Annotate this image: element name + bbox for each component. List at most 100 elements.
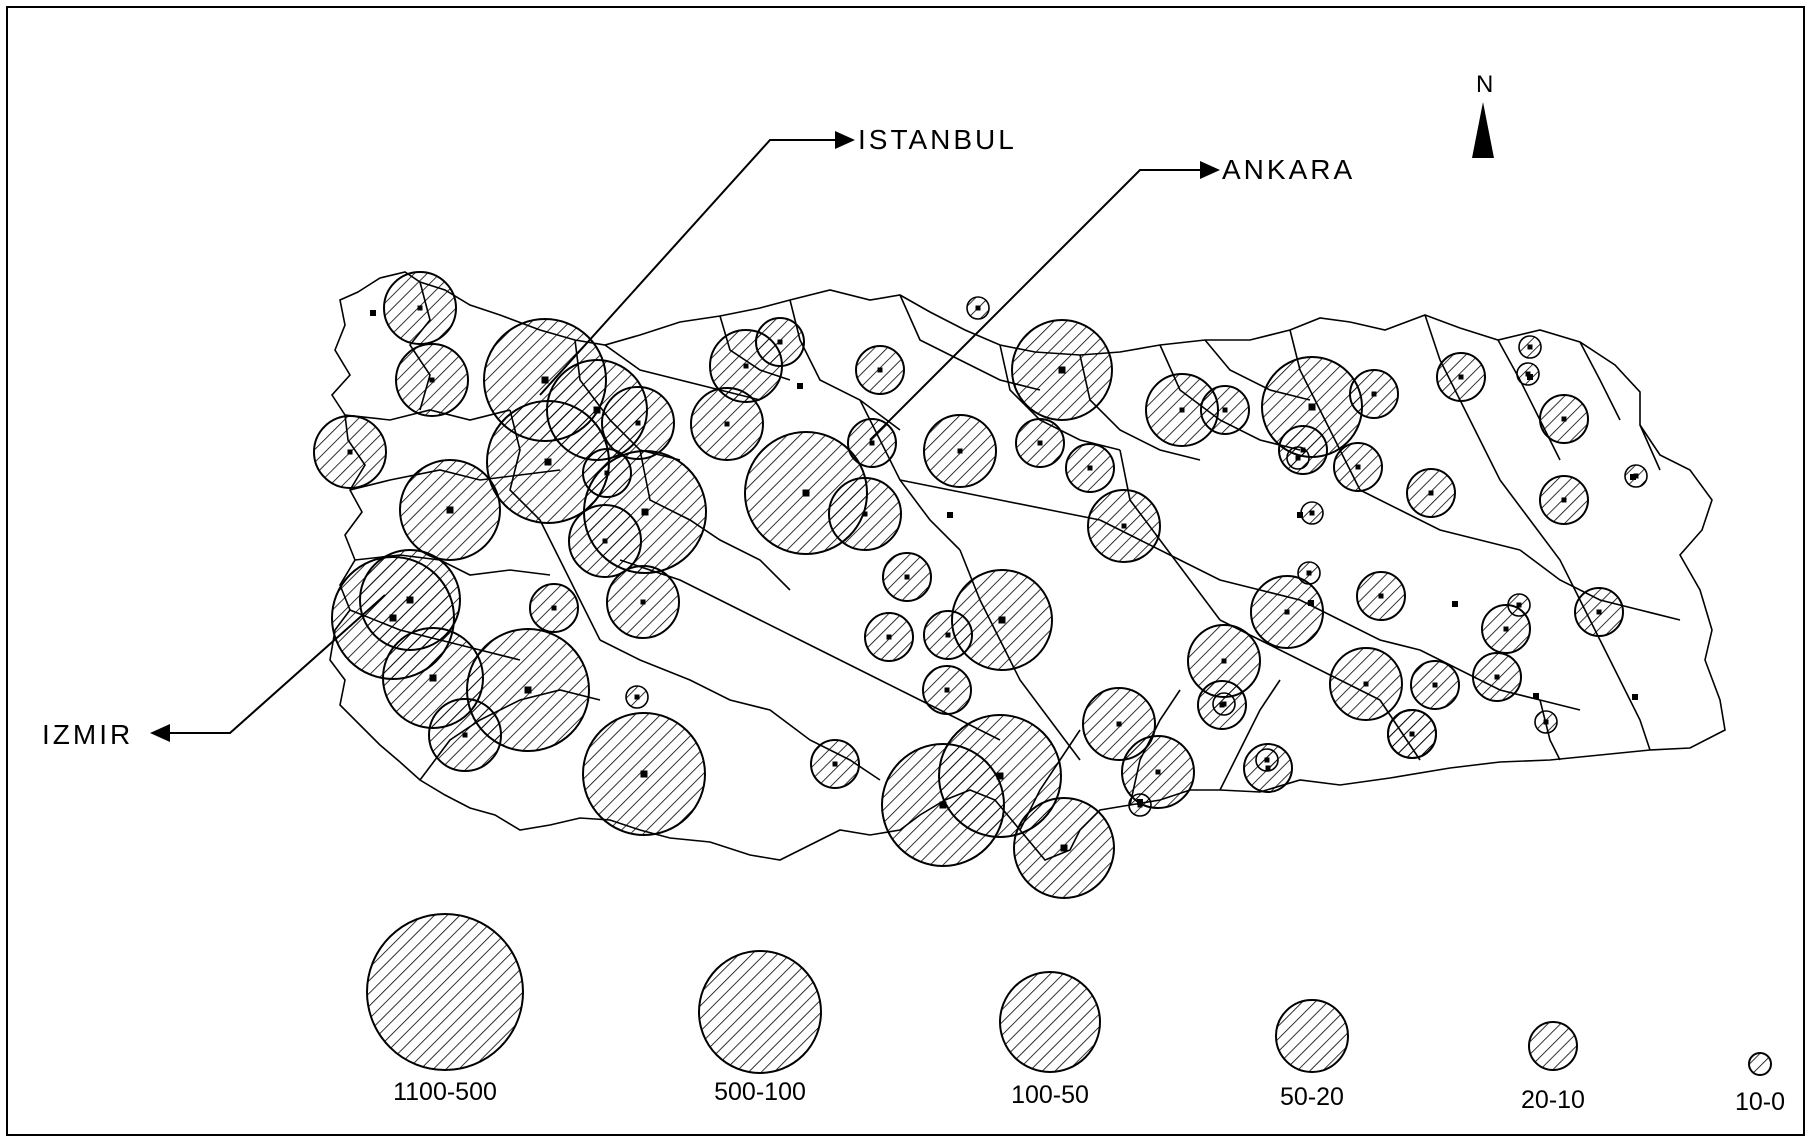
province-center-dot bbox=[593, 406, 601, 414]
province-center-dot bbox=[406, 596, 414, 604]
legend-symbol-50-20 bbox=[1275, 999, 1349, 1073]
province-center-dot bbox=[1355, 464, 1361, 470]
province-center-dot bbox=[1561, 497, 1567, 503]
province-center-dot bbox=[998, 616, 1006, 624]
legend-label-50-20: 50-20 bbox=[1280, 1083, 1344, 1111]
province-center-dot bbox=[1561, 416, 1567, 422]
province-center-dot bbox=[1503, 626, 1509, 632]
province-center-dot bbox=[1308, 403, 1316, 411]
province-center-dot bbox=[462, 732, 468, 738]
legend-symbol-20-10 bbox=[1528, 1021, 1578, 1071]
province-center-dot bbox=[957, 448, 963, 454]
province-center-dot bbox=[777, 339, 783, 345]
legend-label-100-50: 100-50 bbox=[1011, 1081, 1089, 1109]
province-center-dot bbox=[1527, 374, 1533, 380]
legend-symbol-10-0 bbox=[1748, 1052, 1772, 1076]
province-center-dot bbox=[1037, 440, 1043, 446]
legend-symbol-1100-500 bbox=[366, 913, 524, 1071]
legend-label-20-10: 20-10 bbox=[1521, 1086, 1585, 1114]
province-center-dot bbox=[602, 538, 608, 544]
legend-symbol-100-50 bbox=[999, 971, 1101, 1073]
callout-istanbul: ISTANBUL bbox=[539, 124, 1014, 396]
province-center-dot bbox=[634, 694, 640, 700]
province-center-dot bbox=[1308, 600, 1314, 606]
province-center-dot bbox=[1494, 674, 1500, 680]
province-center-dot bbox=[1452, 601, 1458, 607]
province-center-dot bbox=[1060, 844, 1068, 852]
province-center-dot bbox=[1222, 407, 1228, 413]
province-center-dot bbox=[1630, 474, 1636, 480]
province-center-dot bbox=[446, 506, 454, 514]
province-center-dot bbox=[1306, 570, 1312, 576]
province-center-dot bbox=[1264, 757, 1270, 763]
province-center-dot bbox=[886, 634, 892, 640]
province-center-dot bbox=[1058, 366, 1066, 374]
province-center-dot bbox=[947, 512, 953, 518]
north-label: N bbox=[1476, 71, 1493, 98]
province-center-dot bbox=[1632, 694, 1638, 700]
callout-ankara: ANKARA bbox=[869, 154, 1355, 441]
province-center-dot bbox=[429, 674, 437, 682]
legend-symbol-500-100 bbox=[698, 950, 822, 1074]
province-center-dot bbox=[945, 632, 951, 638]
province-center-dot bbox=[370, 310, 376, 316]
north-arrow-icon bbox=[1472, 102, 1494, 158]
province-center-dot bbox=[347, 449, 353, 455]
province-center-dot bbox=[1221, 701, 1227, 707]
province-center-dot bbox=[1409, 731, 1415, 737]
legend-label-1100-500: 1100-500 bbox=[393, 1078, 497, 1106]
province-center-dot bbox=[541, 376, 549, 384]
province-center-dot bbox=[429, 377, 435, 383]
province-center-dot bbox=[417, 305, 423, 311]
province-center-dot bbox=[975, 305, 981, 311]
province-center-dot bbox=[1527, 344, 1533, 350]
province-center-dot bbox=[1363, 681, 1369, 687]
province-center-dot bbox=[1297, 512, 1303, 518]
province-center-dot bbox=[1284, 609, 1290, 615]
province-center-dot bbox=[640, 770, 648, 778]
province-center-dot bbox=[1155, 769, 1161, 775]
province-center-dot bbox=[832, 761, 838, 767]
province-center-dot bbox=[551, 605, 557, 611]
province-center-dot bbox=[743, 363, 749, 369]
province-center-dot bbox=[797, 383, 803, 389]
legend-label-500-100: 500-100 bbox=[714, 1078, 806, 1106]
map-frame bbox=[6, 6, 1805, 1136]
province-center-dot bbox=[1087, 465, 1093, 471]
province-center-dot bbox=[939, 801, 947, 809]
province-center-dot bbox=[635, 420, 641, 426]
north-arrow: N bbox=[1472, 71, 1494, 158]
province-center-dot bbox=[802, 489, 810, 497]
province-center-dot bbox=[877, 367, 883, 373]
province-center-dot bbox=[1516, 602, 1522, 608]
province-center-dot bbox=[869, 440, 875, 446]
province-center-dot bbox=[996, 772, 1004, 780]
province-center-dot bbox=[1309, 510, 1315, 516]
province-center-dot bbox=[1116, 721, 1122, 727]
province-center-dot bbox=[1221, 658, 1227, 664]
legend-label-10-0: 10-0 bbox=[1735, 1088, 1785, 1116]
province-center-dot bbox=[904, 574, 910, 580]
province-center-dot bbox=[1428, 490, 1434, 496]
legend: 1100-500 500-100 100-50 50-20 20-10 10-0 bbox=[366, 913, 1785, 1116]
province-center-dot bbox=[1458, 374, 1464, 380]
proportional-symbols bbox=[313, 271, 1648, 899]
province-center-dot bbox=[544, 458, 552, 466]
city-label-ankara: ANKARA bbox=[1222, 154, 1355, 185]
province-center-dot bbox=[1295, 455, 1301, 461]
province-center-dot bbox=[862, 511, 868, 517]
province-center-dot bbox=[1432, 682, 1438, 688]
callout-izmir: IZMIR bbox=[42, 594, 386, 750]
province-center-dot bbox=[1371, 391, 1377, 397]
province-center-dot bbox=[640, 599, 646, 605]
province-center-dot bbox=[1121, 523, 1127, 529]
province-center-dot bbox=[1137, 799, 1143, 805]
city-label-izmir: IZMIR bbox=[42, 719, 133, 750]
province-center-dot bbox=[944, 687, 950, 693]
province-center-dot bbox=[724, 421, 730, 427]
province-center-dot bbox=[641, 508, 649, 516]
province-center-dot bbox=[1179, 407, 1185, 413]
province-center-dot bbox=[524, 686, 532, 694]
province-center-dot bbox=[1533, 693, 1539, 699]
